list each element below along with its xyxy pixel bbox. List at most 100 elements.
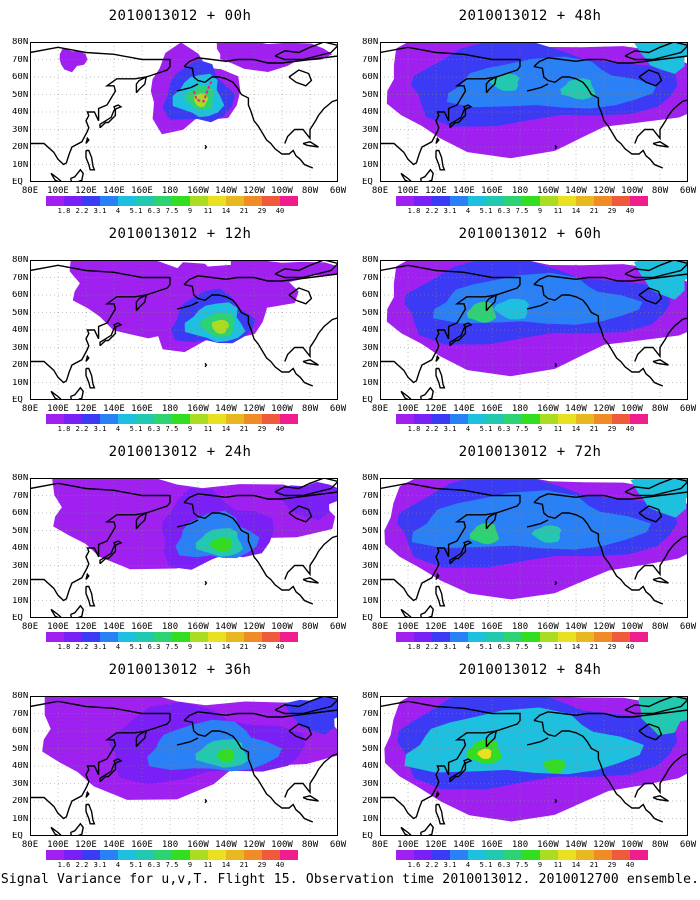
panel-title: 2010013012 + 00h [108, 8, 252, 24]
lat-tick-label: EQ [362, 614, 373, 623]
lat-tick-label: EQ [362, 832, 373, 841]
colorbar-label: 6.3 [497, 207, 511, 215]
lat-tick-label: 70N [362, 709, 379, 719]
lon-tick-label: 80W [301, 840, 319, 850]
lon-tick-label: 160E [131, 186, 153, 196]
lat-tick-label: 80N [12, 256, 29, 265]
lon-tick-label: 180 [511, 622, 529, 632]
lat-tick-label: 60N [12, 509, 29, 518]
coastline [85, 149, 96, 171]
colorbar-label: 6.3 [497, 861, 511, 869]
lon-tick-label: 180 [511, 186, 529, 196]
lon-tick-label: 100W [271, 622, 293, 632]
lat-tick-label: 30N [12, 343, 29, 353]
coastline [554, 580, 558, 586]
coastline [204, 362, 208, 368]
lon-tick-label: 160E [131, 622, 153, 632]
lon-tick-label: 100W [621, 404, 643, 414]
colorbar-swatch [504, 414, 522, 424]
coastline [419, 822, 434, 836]
colorbar-label: 40 [625, 643, 635, 651]
lon-tick-label: 120W [593, 840, 615, 850]
colorbar-label: 1.8 [57, 207, 71, 215]
colorbar-swatch [136, 632, 154, 642]
colorbar-swatch [540, 196, 558, 206]
lat-tick-label: 20N [12, 797, 29, 806]
variance-contour-fill [560, 78, 596, 100]
lat-tick-label: 20N [362, 797, 379, 806]
lon-tick-label: 160E [481, 840, 503, 850]
coastline [284, 753, 338, 798]
colorbar-label: 1.6 [407, 861, 421, 869]
colorbar-swatch [46, 414, 64, 424]
coastline [435, 354, 440, 362]
colorbar-label: 14 [571, 425, 581, 433]
variance-contour-fill [59, 47, 88, 73]
colorbar-label: 7.5 [165, 425, 179, 433]
variance-map [30, 42, 338, 182]
lon-tick-label: 60W [679, 840, 697, 850]
colorbar-label: 2.2 [425, 861, 439, 869]
lat-tick-label: 80N [12, 38, 29, 47]
map-panel-48h: 2010013012 + 48h 80N 70N 60N 50N 40N 30N 20N 10N… [360, 0, 700, 215]
variance-contour-fill [543, 759, 567, 774]
coastline [485, 729, 498, 748]
figure-caption: Signal Variance for u,v,T. Flight 15. Ob… [0, 872, 700, 887]
lon-tick-label: 180 [161, 840, 179, 850]
colorbar-label: 29 [607, 643, 617, 651]
lon-tick-label: 180 [161, 404, 179, 414]
lon-tick-label: 140W [215, 186, 237, 196]
lon-tick-label: 80E [371, 622, 389, 632]
panel-title: 2010013012 + 72h [458, 444, 602, 460]
map-panel-72h: 2010013012 + 72h 80N 70N 60N 50N 40N 30N 20N 10N… [360, 436, 700, 651]
map-panel-84h: 2010013012 + 84h 80N 70N 60N 50N 40N 30N 20N 10N… [360, 654, 700, 869]
lon-tick-label: 140E [103, 840, 125, 850]
colorbar-label: 5.1 [129, 643, 143, 651]
coastline [638, 505, 663, 523]
lon-tick-label: 80W [301, 404, 319, 414]
coastline [485, 75, 498, 94]
colorbar-label: 5.1 [479, 861, 493, 869]
colorbar-label: 4 [465, 643, 471, 651]
coastline [634, 99, 688, 144]
colorbar-label: 11 [203, 643, 213, 651]
coastline [85, 585, 96, 607]
colorbar-swatch [522, 850, 540, 860]
colorbar: 1.8 2.2 3.1 4 5.1 6.3 7.5 9 11 14 21 29 40 [396, 196, 648, 216]
coastline [400, 826, 413, 836]
lon-tick-label: 60W [329, 840, 347, 850]
lat-tick-label: 50N [362, 526, 379, 536]
coastline [554, 144, 558, 150]
map-plot-area: 80N 70N 60N 50N 40N 30N 20N 10N EQ 80E 100E 120E 140… [362, 474, 696, 632]
variance-contour-fill [469, 523, 500, 545]
colorbar-swatch [450, 850, 468, 860]
coastline [533, 283, 664, 387]
colorbar-label: 6.3 [497, 425, 511, 433]
lat-tick-label: 50N [12, 90, 29, 100]
lon-tick-label: 60W [679, 186, 697, 196]
colorbar-label: 4 [465, 425, 471, 433]
colorbar-label: 5.1 [129, 207, 143, 215]
colorbar-label: 7.5 [515, 861, 529, 869]
colorbar-swatch [432, 850, 450, 860]
coastline [526, 301, 549, 310]
colorbar-swatch [226, 414, 244, 424]
coastline [85, 367, 96, 389]
colorbar-swatch [172, 414, 190, 424]
lon-tick-label: 140E [453, 404, 475, 414]
colorbar-swatch [100, 414, 118, 424]
colorbar-swatch [154, 632, 172, 642]
lon-tick-label: 160W [187, 622, 209, 632]
coastline [274, 260, 338, 279]
lon-tick-label: 160E [481, 404, 503, 414]
colorbar-label: 3.1 [443, 643, 457, 651]
coastline [634, 753, 688, 798]
colorbar-swatch [118, 196, 136, 206]
map-frame [30, 696, 338, 836]
colorbar-swatch [504, 850, 522, 860]
coastline [30, 264, 171, 384]
coastline [204, 580, 208, 586]
lon-tick-label: 160E [131, 840, 153, 850]
coastline [526, 83, 549, 92]
lat-tick-label: 10N [12, 378, 29, 388]
